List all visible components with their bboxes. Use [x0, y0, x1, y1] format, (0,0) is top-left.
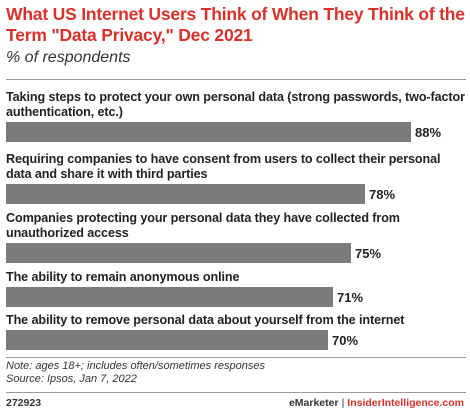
footer-divider	[6, 392, 466, 393]
note-text: Note: ages 18+; includes often/sometimes…	[6, 360, 265, 372]
bottom-divider	[6, 357, 466, 358]
bar-track: 75%	[6, 243, 466, 263]
bar-track: 78%	[6, 184, 466, 204]
bar-item: Taking steps to protect your own persona…	[6, 90, 466, 142]
chart-notes: Note: ages 18+; includes often/sometimes…	[6, 360, 265, 385]
bar-category-label: The ability to remain anonymous online	[6, 270, 240, 284]
brand-line: eMarketer | InsiderIntelligence.com	[289, 397, 464, 409]
bar-value-label: 71%	[337, 290, 364, 305]
bar-item: The ability to remain anonymous online 71…	[6, 270, 466, 307]
bar	[6, 184, 365, 204]
bar-item: Companies protecting your personal data …	[6, 211, 466, 263]
chart-id: 272923	[6, 397, 42, 409]
bar-category-label: Taking steps to protect your own persona…	[6, 90, 465, 119]
bar	[6, 122, 411, 142]
bar-value-label: 70%	[332, 333, 359, 348]
brand-separator: |	[341, 397, 345, 409]
bar-value-label: 88%	[415, 125, 442, 140]
chart-subtitle: % of respondents	[6, 49, 131, 66]
brand-insider-intelligence[interactable]: InsiderIntelligence.com	[347, 397, 464, 409]
chart-title: What US Internet Users Think of When The…	[6, 4, 465, 45]
bar-item: The ability to remove personal data abou…	[6, 313, 466, 350]
bar	[6, 287, 333, 307]
top-divider	[6, 79, 466, 80]
bar-value-label: 78%	[369, 187, 396, 202]
bar-track: 88%	[6, 122, 466, 142]
bar-track: 70%	[6, 330, 466, 350]
bar-track: 71%	[6, 287, 466, 307]
bar-item: Requiring companies to have consent from…	[6, 152, 466, 204]
bar-value-label: 75%	[355, 246, 382, 261]
bar-category-label: Requiring companies to have consent from…	[6, 152, 441, 181]
brand-emarketer: eMarketer	[288, 397, 339, 409]
source-text: Source: Ipsos, Jan 7, 2022	[6, 372, 137, 385]
bar	[6, 243, 351, 263]
bar-category-label: Companies protecting your personal data …	[6, 211, 400, 240]
bar	[6, 330, 328, 350]
bar-category-label: The ability to remove personal data abou…	[6, 313, 405, 327]
